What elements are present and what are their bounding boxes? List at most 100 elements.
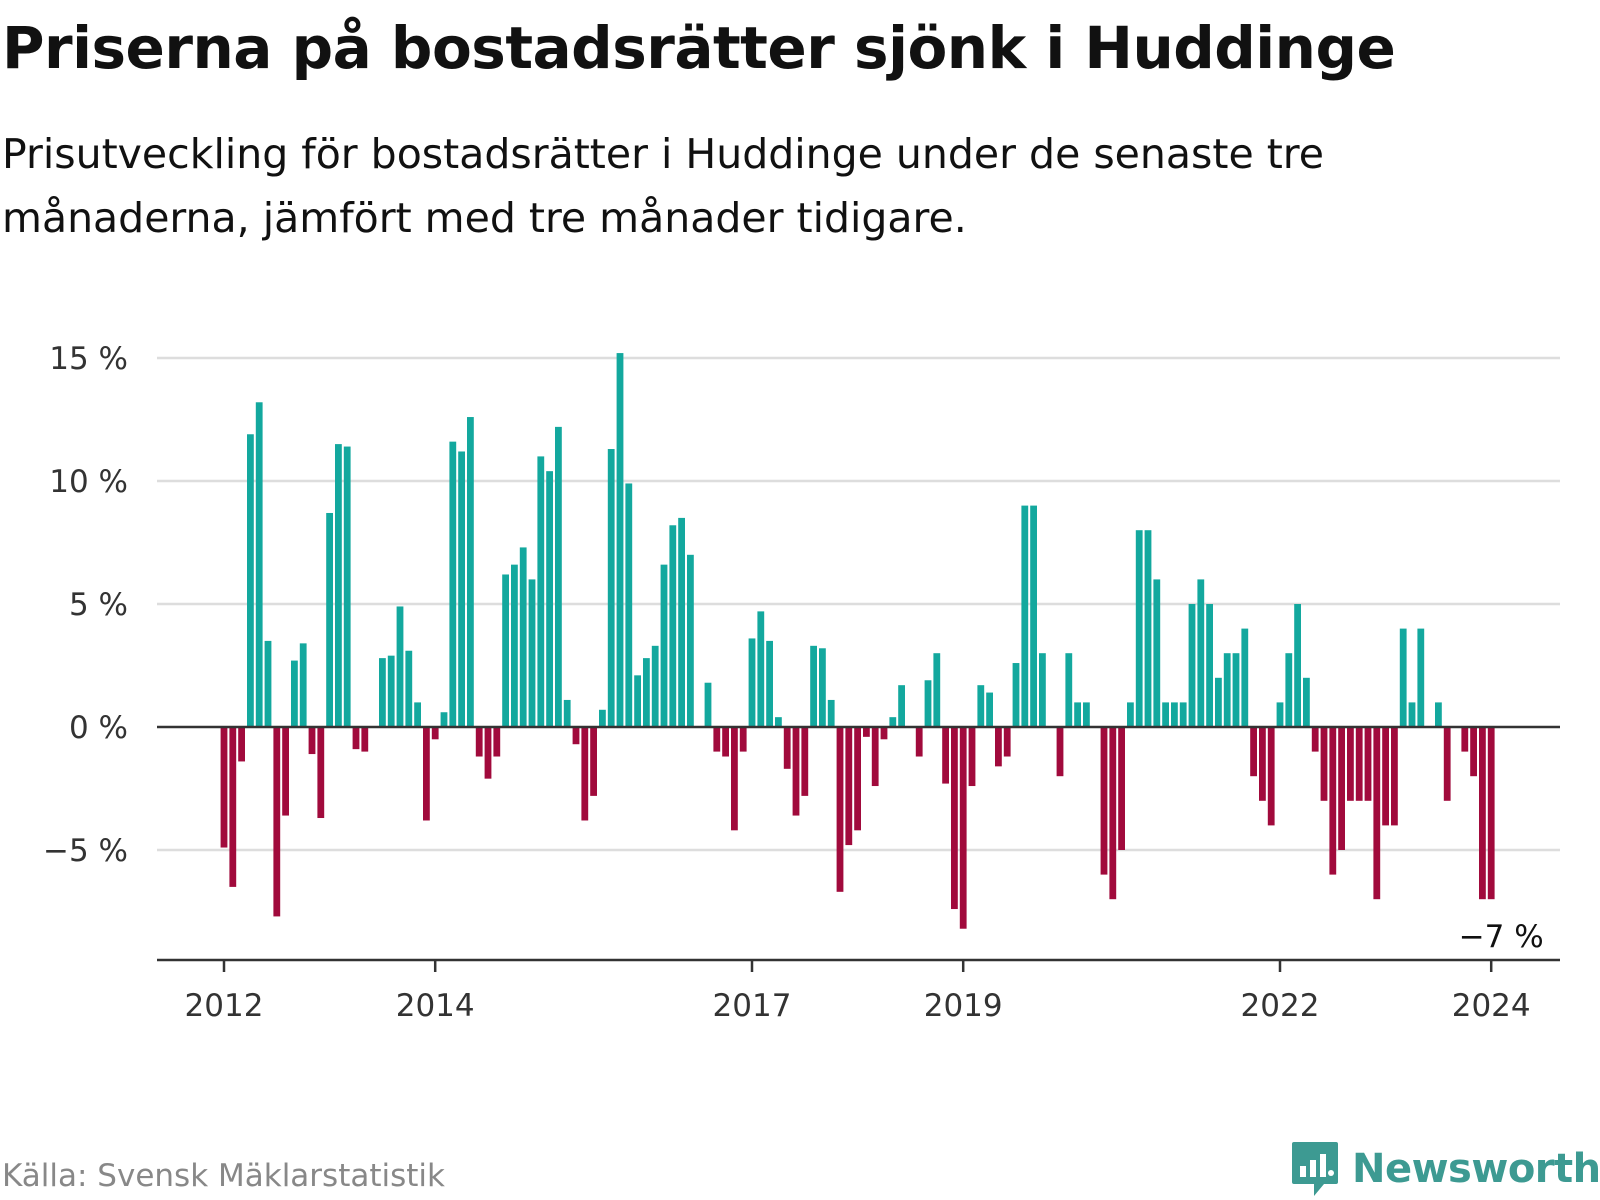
bar <box>951 727 958 910</box>
bar <box>1267 727 1275 826</box>
bar-chart: 15 % 10 % 5 % 0 % −5 % 2012 2014 2017 2019 2022 20… <box>43 341 1560 1024</box>
y-tick-label: 15 % <box>49 341 128 377</box>
brand-logo[interactable]: Newsworthy <box>1290 1140 1600 1198</box>
bar <box>669 525 677 727</box>
bar <box>1259 727 1266 801</box>
bar <box>1303 677 1310 727</box>
bar <box>713 727 721 752</box>
bar <box>792 727 800 816</box>
bar <box>273 727 281 917</box>
bar <box>1109 727 1117 900</box>
bar <box>775 717 782 727</box>
bar <box>1056 727 1064 777</box>
tick-labels: 15 % 10 % 5 % 0 % −5 % 2012 2014 2017 2019 2022 20… <box>43 341 1544 1024</box>
bar <box>731 727 738 831</box>
bar <box>1039 653 1046 727</box>
bar <box>643 658 650 727</box>
bar <box>678 517 685 727</box>
bar <box>933 653 941 727</box>
bar <box>1250 727 1257 777</box>
bar <box>616 353 624 727</box>
bar <box>431 727 439 740</box>
bar <box>898 685 905 727</box>
bar <box>387 655 395 727</box>
x-tick-label: 2019 <box>924 988 1003 1024</box>
bar <box>1021 505 1029 727</box>
bar <box>1241 628 1249 727</box>
bar <box>880 727 888 740</box>
bar <box>687 554 694 727</box>
bar <box>255 402 263 727</box>
bar <box>1206 604 1213 727</box>
bar <box>1215 677 1222 727</box>
bar <box>854 727 861 831</box>
bar <box>1074 702 1081 727</box>
bar <box>871 727 879 787</box>
x-tick-label: 2012 <box>185 988 264 1024</box>
bar <box>968 727 976 787</box>
bar <box>1347 727 1354 801</box>
bar <box>519 547 527 727</box>
bar <box>555 426 562 727</box>
bar <box>414 702 421 727</box>
bar <box>590 727 597 796</box>
bar <box>1276 702 1284 727</box>
chart-title: Priserna på bostadsrätter sjönk i Huddin… <box>2 14 1396 82</box>
bar <box>942 727 949 784</box>
bar <box>1382 727 1389 826</box>
bar <box>1118 727 1125 850</box>
bar <box>748 638 756 727</box>
bar <box>1065 653 1073 727</box>
bar <box>229 727 237 887</box>
bar <box>1435 702 1442 727</box>
bar <box>317 727 325 819</box>
bar <box>739 727 747 752</box>
bar <box>1197 579 1205 727</box>
bar <box>1153 579 1161 727</box>
bar <box>1135 530 1143 727</box>
bar <box>827 699 835 727</box>
bar <box>282 727 289 816</box>
bar <box>634 675 641 727</box>
bar <box>220 727 228 848</box>
bar <box>801 727 809 796</box>
bar <box>915 727 923 757</box>
y-tick-label: 0 % <box>69 710 128 746</box>
bar <box>986 692 993 727</box>
bar <box>1012 663 1020 727</box>
bar <box>1470 727 1477 777</box>
bar <box>766 640 773 727</box>
brand-name: Newsworthy <box>1352 1146 1600 1192</box>
bar <box>528 579 536 727</box>
bar <box>1144 530 1152 727</box>
last-value-annotation: −7 % <box>1459 919 1544 955</box>
bar <box>546 471 553 727</box>
chart-subtitle: Prisutveckling för bostadsrätter i Huddi… <box>2 130 1324 242</box>
bar <box>1487 727 1495 900</box>
bar <box>1311 727 1319 752</box>
bar <box>1364 727 1372 801</box>
bar <box>440 712 448 727</box>
bar <box>1417 628 1425 727</box>
bar <box>423 727 430 821</box>
bar <box>607 449 615 727</box>
bar <box>458 451 465 727</box>
bar <box>1030 505 1037 727</box>
bar <box>493 727 501 757</box>
bar <box>1373 727 1381 900</box>
bar <box>977 685 985 727</box>
source-note: Källa: Svensk Mäklarstatistik <box>2 1158 445 1194</box>
bars <box>220 353 1495 929</box>
bar <box>924 680 932 727</box>
bar <box>484 727 492 779</box>
axes <box>157 725 1560 972</box>
bar <box>581 727 589 821</box>
bar <box>308 727 316 755</box>
bar <box>379 658 386 727</box>
bar <box>502 574 509 727</box>
bar <box>1320 727 1328 801</box>
bar <box>475 727 483 757</box>
bar <box>1232 653 1240 727</box>
bar <box>995 727 1002 767</box>
y-tick-label: −5 % <box>43 833 128 869</box>
